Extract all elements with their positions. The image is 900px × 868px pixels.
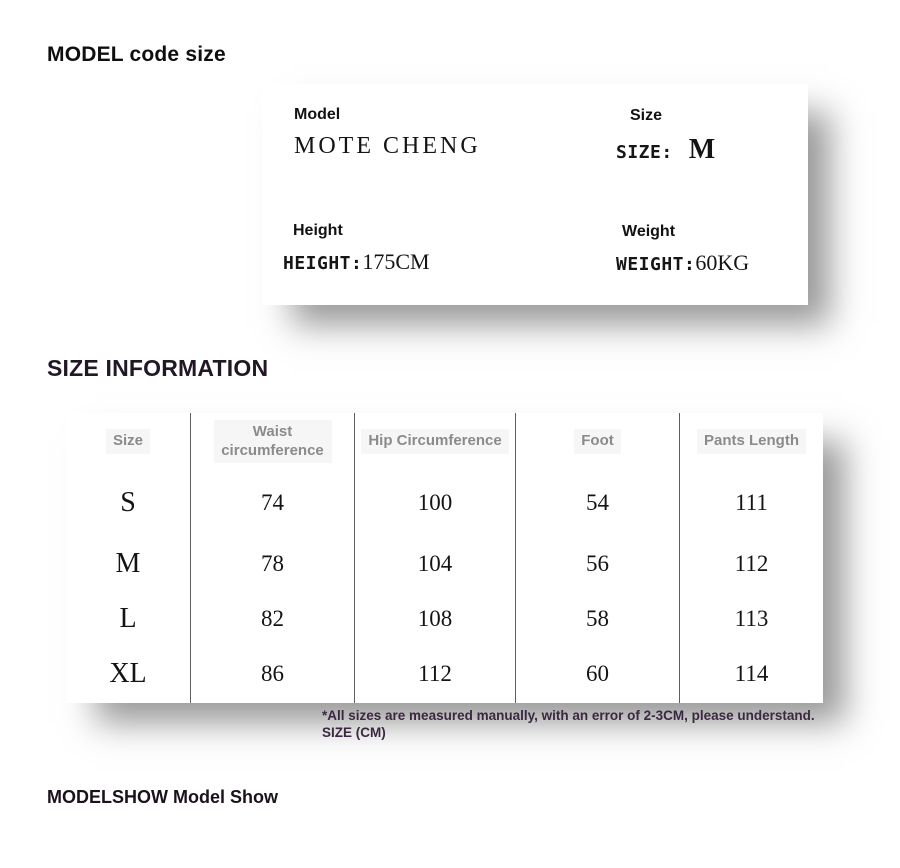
height-field: Height HEIGHT: 175CM xyxy=(283,222,430,275)
size-cell: M xyxy=(115,548,141,579)
column-header-pants-length: Pants Length xyxy=(680,413,823,470)
size-information-title: SIZE INFORMATION xyxy=(47,355,269,381)
size-note-line1: *All sizes are measured manually, with a… xyxy=(322,708,815,723)
table-column-hip: Hip Circumference 100 104 108 112 xyxy=(354,413,515,703)
model-field: Model MOTE CHENG xyxy=(294,106,481,160)
model-info-card: Model MOTE CHENG Size SIZE: M Height HEI… xyxy=(262,84,808,305)
model-code-size-title: MODEL code size xyxy=(47,43,226,66)
weight-field: Weight WEIGHT: 60KG xyxy=(616,223,749,276)
foot-cell: 56 xyxy=(586,551,609,576)
size-field: Size SIZE: M xyxy=(616,107,715,166)
foot-cell: 58 xyxy=(586,606,609,631)
column-header-hip: Hip Circumference xyxy=(355,413,515,470)
column-header-size: Size xyxy=(66,413,190,470)
pants-length-cell: 114 xyxy=(734,661,769,686)
column-header-waist: Waist circumference xyxy=(191,413,354,470)
table-column-waist: Waist circumference 74 78 82 86 xyxy=(190,413,354,703)
table-column-size: Size S M L XL xyxy=(66,413,190,703)
modelshow-title: MODELSHOW Model Show xyxy=(47,787,278,807)
size-cell: S xyxy=(120,486,136,518)
hip-cell: 100 xyxy=(417,489,453,515)
pants-length-cell: 113 xyxy=(734,606,769,631)
size-note-line2: SIZE (CM) xyxy=(322,725,386,740)
table-column-pants-length: Pants Length 111 112 113 114 xyxy=(679,413,823,703)
size-value: M xyxy=(688,134,716,165)
weight-caps: WEIGHT: xyxy=(616,254,696,275)
hip-cell: 108 xyxy=(417,606,453,631)
table-column-foot: Foot 54 56 58 60 xyxy=(515,413,679,703)
model-value: MOTE CHENG xyxy=(294,133,481,159)
foot-cell: 54 xyxy=(586,489,609,515)
foot-cell: 60 xyxy=(586,661,609,686)
waist-cell: 86 xyxy=(261,661,284,686)
waist-cell: 78 xyxy=(261,551,284,576)
size-cell: L xyxy=(119,603,137,634)
height-label: Height xyxy=(293,222,343,239)
pants-length-cell: 112 xyxy=(734,551,769,576)
hip-cell: 104 xyxy=(417,551,453,576)
model-label: Model xyxy=(294,106,341,123)
size-table: Size S M L XL Waist circumference 74 78 … xyxy=(66,413,823,703)
waist-cell: 82 xyxy=(261,606,284,631)
weight-value: 60KG xyxy=(695,250,750,275)
column-header-foot: Foot xyxy=(516,413,679,470)
weight-label: Weight xyxy=(622,223,676,240)
waist-cell: 74 xyxy=(261,489,284,515)
height-caps: HEIGHT: xyxy=(283,253,363,274)
size-caps: SIZE: xyxy=(616,142,673,163)
height-value: 175CM xyxy=(362,249,430,274)
hip-cell: 112 xyxy=(418,661,452,686)
size-cell: XL xyxy=(109,658,147,689)
size-label: Size xyxy=(630,107,663,124)
pants-length-cell: 111 xyxy=(735,489,768,515)
size-note: *All sizes are measured manually, with a… xyxy=(322,707,874,741)
